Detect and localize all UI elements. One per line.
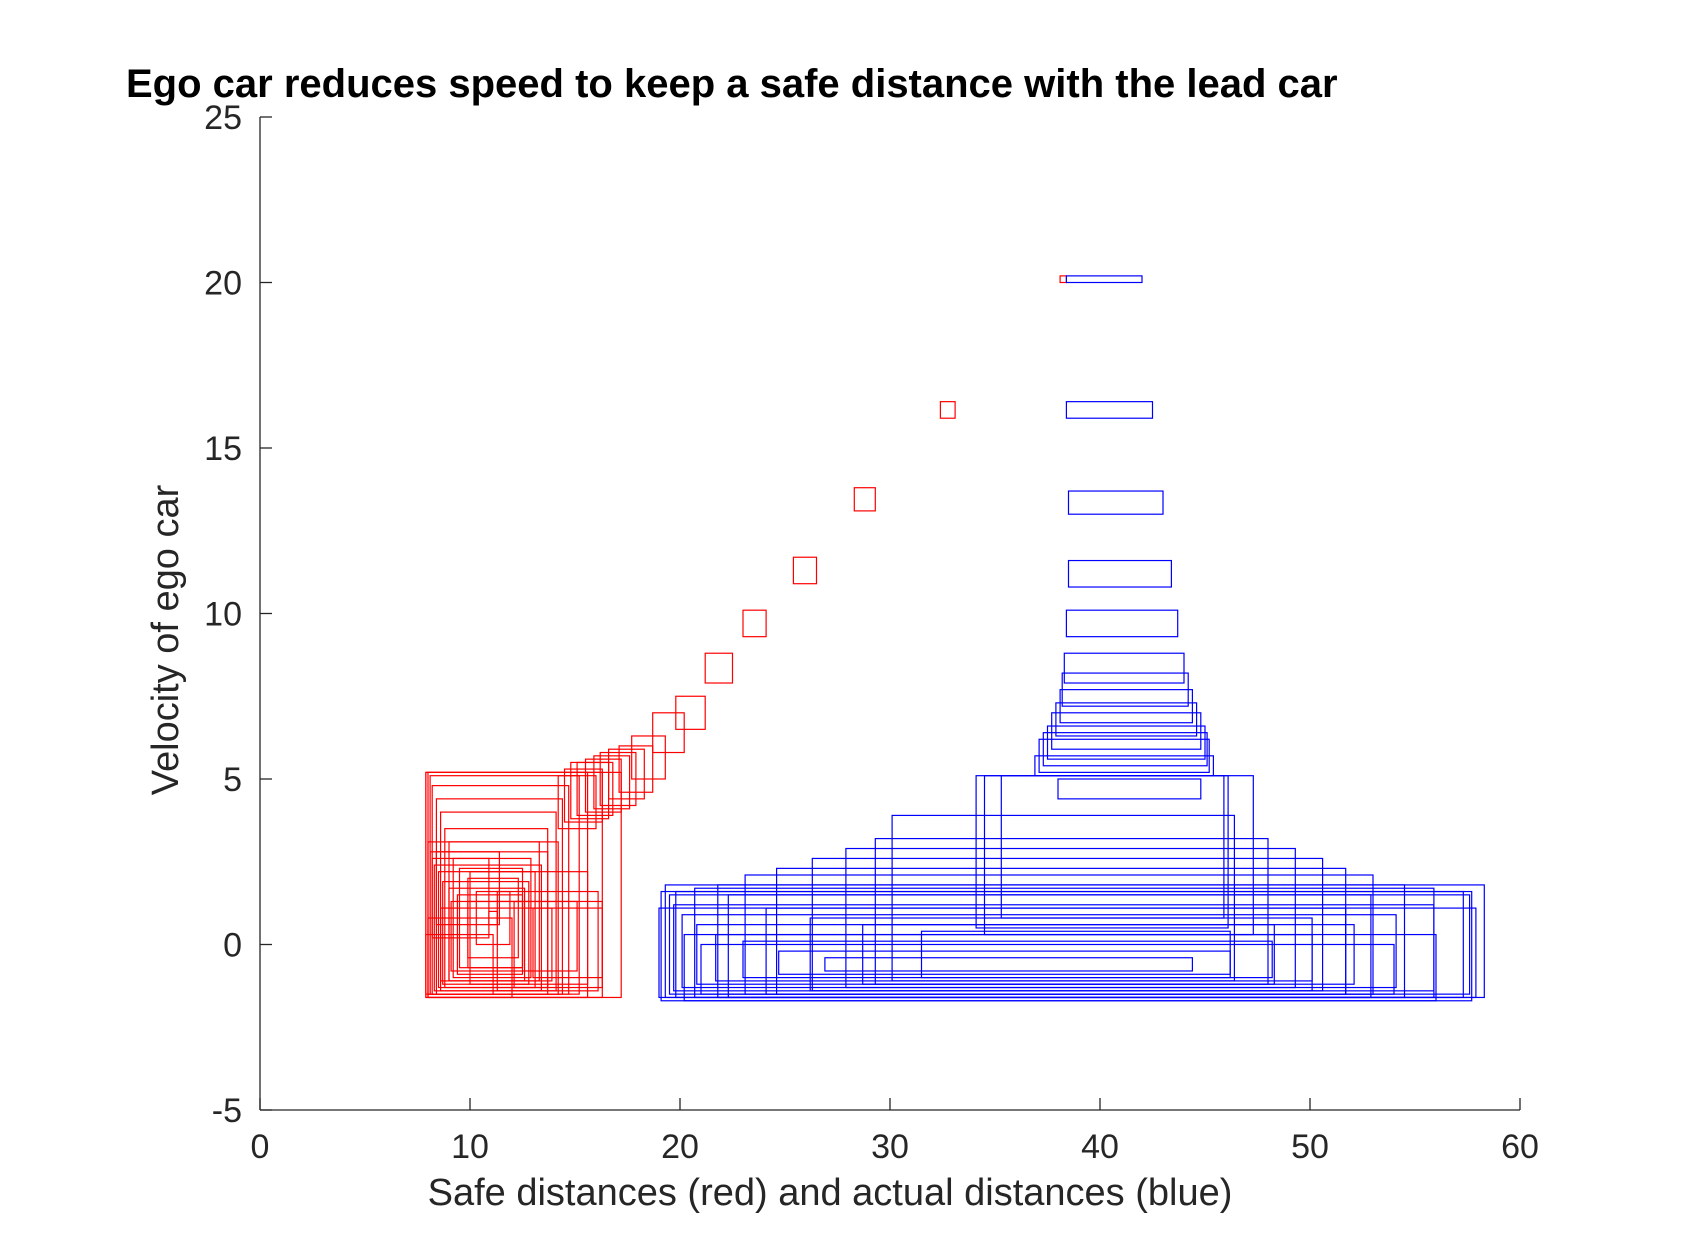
safe-distance-rect <box>939 401 956 419</box>
safe-distance-rect <box>599 751 637 807</box>
x-tick-label: 50 <box>1291 1128 1329 1166</box>
safe-distance-rect <box>431 857 490 939</box>
x-tick-label: 20 <box>661 1128 699 1166</box>
x-tick-label: 60 <box>1501 1128 1539 1166</box>
safe-distance-rect <box>496 890 599 992</box>
y-tick-label: -5 <box>212 1092 242 1130</box>
actual-distance-rect <box>683 933 1437 1002</box>
actual-distance-rect <box>1046 725 1206 760</box>
y-tick-label: 5 <box>223 761 242 799</box>
y-tick-label: 15 <box>204 430 242 468</box>
safe-distance-rect <box>469 871 589 985</box>
actual-distance-rect <box>1042 732 1208 767</box>
x-tick-label: 40 <box>1081 1128 1119 1166</box>
x-tick-label: 30 <box>871 1128 909 1166</box>
safe-distance-rect <box>792 556 818 585</box>
x-axis-ticks: 0 10 20 30 40 50 60 <box>251 1098 1539 1166</box>
y-tick-label: 10 <box>204 596 242 634</box>
actual-distance-rect <box>1067 490 1164 515</box>
safe-distance-rect <box>570 761 610 820</box>
safe-distance-rect <box>652 712 685 754</box>
safe-distance-rect <box>631 735 666 780</box>
actual-distance-series <box>658 275 1485 1002</box>
actual-distance-rect <box>681 914 1397 989</box>
actual-distance-rect <box>1065 275 1143 284</box>
actual-distance-rect <box>862 924 1275 985</box>
x-axis-label: Safe distances (red) and actual distance… <box>428 1172 1233 1214</box>
actual-distance-rect <box>1057 778 1202 800</box>
actual-distance-rect <box>1051 712 1202 750</box>
safe-distance-series <box>425 275 1067 999</box>
actual-distance-rect <box>1055 702 1198 737</box>
actual-distance-rect <box>824 957 1194 972</box>
y-tick-label: 0 <box>223 927 242 965</box>
safe-distance-rect <box>742 609 767 638</box>
safe-distance-rect <box>593 755 631 810</box>
safe-distance-rect <box>853 487 876 512</box>
safe-distance-rect <box>532 907 603 979</box>
safe-distance-rect <box>435 851 500 926</box>
actual-distance-rect <box>700 943 1395 995</box>
actual-distance-rect <box>920 930 1231 979</box>
y-axis-ticks: -5 0 5 10 15 20 25 <box>204 99 272 1130</box>
y-tick-label: 20 <box>204 265 242 303</box>
actual-distance-rect <box>1065 401 1154 419</box>
actual-distance-rect <box>1059 689 1193 724</box>
x-tick-label: 10 <box>451 1128 489 1166</box>
actual-distance-rect <box>1063 652 1185 684</box>
safe-distance-rect <box>433 864 542 992</box>
actual-distance-rect <box>727 894 1372 999</box>
series-layer <box>425 275 1485 1002</box>
chart-title: Ego car reduces speed to keep a safe dis… <box>126 62 1338 106</box>
actual-distance-rect <box>1065 609 1179 638</box>
safe-distance-rect <box>425 771 622 999</box>
safe-distance-rect <box>704 652 734 684</box>
x-tick-label: 0 <box>251 1128 270 1166</box>
safe-distance-rect <box>440 907 553 982</box>
safe-distance-rect <box>425 933 494 995</box>
actual-distance-rect <box>809 917 1313 992</box>
y-tick-label: 25 <box>204 99 242 137</box>
y-axis-label: Velocity of ego car <box>145 484 187 795</box>
actual-distance-rect <box>1067 559 1173 588</box>
